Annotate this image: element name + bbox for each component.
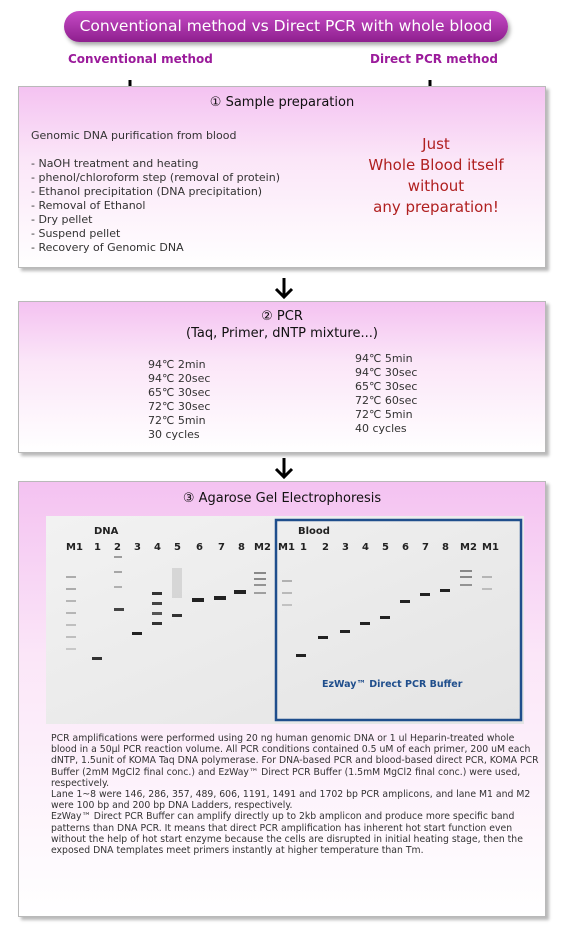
description-paragraph: EzWay™ Direct PCR Buffer can amplify dir… [51, 811, 523, 857]
description-paragraph: Lane 1~8 were 146, 286, 357, 489, 606, 1… [51, 789, 531, 812]
lane-label: 2 [322, 542, 329, 553]
lane-label: 1 [300, 542, 307, 553]
gel-svg [46, 516, 524, 724]
direct-line: Just [422, 135, 450, 153]
conventional-heading: Genomic DNA purification from blood [31, 129, 237, 142]
lane-label: 5 [174, 542, 181, 553]
conv-step: - Ethanol precipitation (DNA precipitati… [31, 185, 263, 198]
program-line: 30 cycles [148, 428, 200, 441]
program-line: 65℃ 30sec [355, 380, 418, 393]
direct-line: Whole Blood itself [368, 156, 504, 174]
program-line: 72℃ 60sec [355, 394, 418, 407]
step1-title: ① Sample preparation [209, 95, 355, 110]
page-title: Conventional method vs Direct PCR with w… [64, 11, 508, 42]
lane-label: 5 [382, 542, 389, 553]
dna-m1-ladder [66, 576, 76, 650]
lane-label: 8 [442, 542, 449, 553]
conv-step: - NaOH treatment and heating [31, 157, 199, 170]
program-line: 94℃ 2min [148, 358, 206, 371]
program-line: 65℃ 30sec [148, 386, 211, 399]
direct-prep-note: Just Whole Blood itself without any prep… [341, 134, 531, 218]
conv-step: - Dry pellet [31, 213, 93, 226]
gel-image: DNA Blood M1 1 2 3 4 5 6 7 8 M2 M1 1 2 3… [46, 516, 524, 724]
step2-subtitle: (Taq, Primer, dNTP mixture...) [186, 326, 378, 341]
lane-label: 3 [134, 542, 141, 553]
step2-title: ② PCR [261, 309, 303, 324]
program-line: 94℃ 30sec [355, 366, 418, 379]
direct-line: any preparation! [373, 198, 499, 216]
down-arrow-icon [274, 278, 294, 300]
lane-label: M1 [278, 542, 295, 553]
down-arrow-icon [274, 458, 294, 480]
gel-blood-label: Blood [298, 526, 330, 537]
lane-label: 7 [218, 542, 225, 553]
lane-label: 2 [114, 542, 121, 553]
lane-label: 4 [154, 542, 161, 553]
conv-step: - Recovery of Genomic DNA [31, 241, 184, 254]
direct-line: without [407, 177, 465, 195]
lane-label: 1 [94, 542, 101, 553]
product-label: EzWay™ Direct PCR Buffer [322, 679, 463, 690]
lane-label: 6 [196, 542, 203, 553]
lane-label: 8 [238, 542, 245, 553]
sample-preparation-panel: ① Sample preparation Genomic DNA purific… [18, 86, 546, 268]
lane-label: 4 [362, 542, 369, 553]
conv-step: - Removal of Ethanol [31, 199, 146, 212]
description-paragraph: PCR amplifications were performed using … [51, 733, 539, 789]
step3-title: ③ Agarose Gel Electrophoresis [182, 491, 382, 506]
lane-label: M1 [66, 542, 83, 553]
lane-label: 3 [342, 542, 349, 553]
lane-label: M1 [482, 542, 499, 553]
conv-step: - Suspend pellet [31, 227, 121, 240]
lane-label: 6 [402, 542, 409, 553]
gel-description: PCR amplifications were performed using … [51, 733, 541, 856]
program-line: 94℃ 20sec [148, 372, 211, 385]
lane-label: 7 [422, 542, 429, 553]
program-line: 72℃ 5min [355, 408, 413, 421]
gel-dna-label: DNA [94, 526, 119, 537]
program-line: 72℃ 5min [148, 414, 206, 427]
lane-label: M2 [254, 542, 271, 553]
conventional-method-label: Conventional method [68, 52, 213, 66]
conv-step: - phenol/chloroform step (removal of pro… [31, 171, 280, 184]
program-line: 94℃ 5min [355, 352, 413, 365]
lane-label: M2 [460, 542, 477, 553]
program-line: 40 cycles [355, 422, 407, 435]
program-line: 72℃ 30sec [148, 400, 211, 413]
direct-method-label: Direct PCR method [370, 52, 498, 66]
pcr-panel: ② PCR (Taq, Primer, dNTP mixture...) 94℃… [18, 301, 546, 453]
